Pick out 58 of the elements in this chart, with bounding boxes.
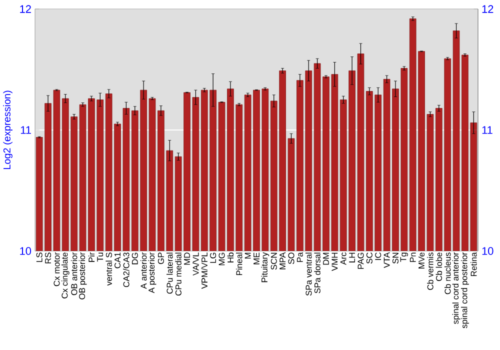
- x-tick-label: Cx motor: [54, 252, 60, 286]
- x-tick-label: Cb lobe: [436, 252, 442, 281]
- y-axis-title: Log2 (expression): [3, 90, 12, 170]
- x-tick-label: Cb nucleus: [444, 252, 451, 294]
- x-tick-label: SO: [288, 252, 294, 264]
- x-tick-label: VTA: [384, 252, 390, 268]
- x-tick-label: MG: [218, 252, 225, 266]
- x-tick-label: CA1: [114, 252, 121, 268]
- x-tick-label: SC: [366, 252, 372, 264]
- y-tick-label: 10: [20, 247, 32, 255]
- x-tick-label: ME: [254, 252, 260, 264]
- x-tick-label: GP: [158, 252, 164, 264]
- x-tick-label: Cx cingulate: [61, 252, 70, 298]
- x-tick-label: Arc: [340, 252, 346, 265]
- x-tick-label: MVe: [418, 252, 424, 268]
- x-tick-label: CPu medial: [175, 252, 182, 296]
- y2-tick-label: 10: [482, 247, 494, 255]
- x-tick-label: Pn: [410, 252, 416, 262]
- x-tick-label: DG: [132, 252, 138, 264]
- x-tick-label: Tu: [97, 252, 104, 262]
- x-tick-label: VMH: [332, 252, 338, 271]
- x-tick-label: A anterior: [140, 252, 147, 289]
- y-tick-label: 12: [20, 5, 31, 13]
- x-tick-label: SCN: [270, 252, 277, 270]
- x-tick-label: RS: [45, 252, 52, 264]
- x-tick-label: OB posterior: [78, 252, 87, 300]
- x-tick-label: CPu lateral: [166, 252, 173, 294]
- x-tick-label: VA/VL: [192, 252, 199, 276]
- x-tick-label: Pir: [88, 252, 95, 262]
- x-tick-label: Hb: [227, 252, 234, 262]
- x-tick-label: A posterior: [148, 252, 156, 294]
- x-tick-label: DM: [323, 252, 329, 265]
- x-tick-label: VPM/VPL: [201, 252, 208, 289]
- x-tick-label: PAG: [358, 252, 364, 269]
- x-tick-label: IC: [375, 252, 382, 260]
- x-tick-label: Retina: [470, 252, 477, 276]
- x-tick-label: Pineal: [236, 252, 242, 276]
- x-tick-label: OB anterior: [70, 252, 78, 296]
- x-tick-label: spinal cord posterior: [461, 252, 469, 328]
- x-tick-label: Pituitary: [261, 252, 270, 282]
- x-tick-label: Tg: [400, 252, 408, 262]
- y2-tick-label: 11: [482, 126, 492, 134]
- x-tick-label: SPa ventral: [306, 252, 312, 296]
- y-tick-label: 11: [20, 126, 31, 134]
- y2-tick-label: 12: [482, 5, 494, 13]
- x-tick-label: ventral S: [106, 252, 112, 286]
- x-tick-label: LS: [36, 252, 42, 262]
- x-tick-label: M: [244, 252, 251, 259]
- x-tick-label: Cb vermis: [427, 252, 434, 290]
- x-tick-label: LH: [349, 252, 355, 262]
- x-tick-label: spinal cord anterior: [452, 252, 460, 324]
- x-tick-label: MD: [184, 252, 190, 265]
- x-tick-label: LG: [210, 252, 216, 263]
- x-tick-label: SN: [392, 252, 398, 264]
- x-tick-label: MPA: [280, 252, 286, 270]
- x-tick-label: CA2/CA3: [123, 252, 130, 288]
- x-tick-label: Pa: [296, 252, 303, 262]
- x-tick-label: SPa dorsal: [314, 252, 320, 294]
